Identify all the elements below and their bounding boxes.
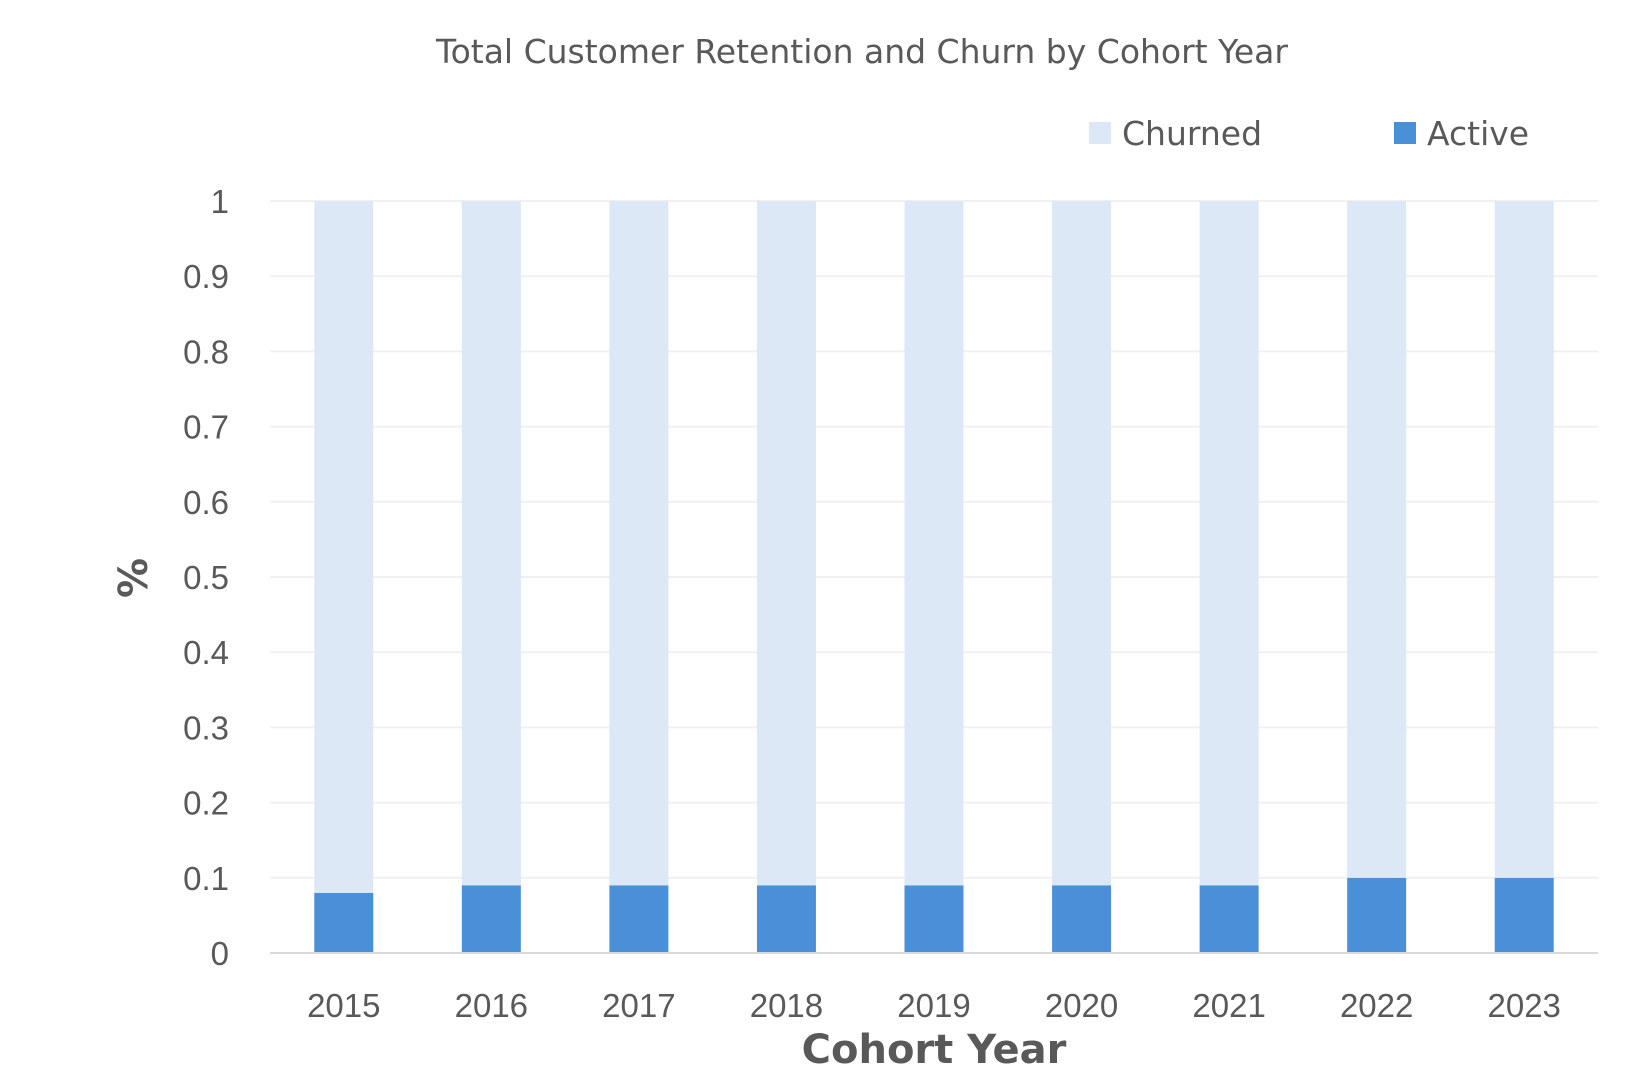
bar-churned-2016 [461, 201, 521, 886]
y-tick-label: 0.7 [183, 409, 229, 446]
y-tick-label: 0.5 [183, 559, 229, 596]
y-tick-label: 0.8 [183, 333, 229, 370]
bar-churned-2017 [609, 201, 669, 886]
bars [314, 201, 1554, 953]
bar-churned-2018 [756, 201, 816, 886]
bar-churned-2023 [1494, 201, 1554, 878]
legend-label-churned: Churned [1122, 114, 1262, 153]
bar-churned-2020 [1052, 201, 1112, 886]
bar-active-2023 [1494, 877, 1554, 953]
x-axis-title: Cohort Year [802, 1027, 1067, 1073]
x-tick-label: 2023 [1488, 987, 1561, 1024]
bar-active-2016 [461, 885, 521, 953]
bar-active-2017 [609, 885, 669, 953]
bar-churned-2015 [314, 201, 374, 893]
bar-churned-2022 [1347, 201, 1407, 878]
y-tick-label: 0 [211, 935, 229, 972]
y-tick-label: 0.6 [183, 484, 229, 521]
y-tick-label: 0.2 [183, 785, 229, 822]
bar-active-2015 [314, 892, 374, 953]
x-tick-label: 2016 [455, 987, 528, 1024]
x-tick-label: 2020 [1045, 987, 1118, 1024]
y-tick-label: 1 [211, 183, 229, 220]
x-tick-label: 2019 [897, 987, 970, 1024]
legend: Churned Active [1089, 114, 1529, 153]
y-tick-label: 0.1 [183, 860, 229, 897]
bar-churned-2019 [904, 201, 964, 886]
bar-active-2022 [1347, 877, 1407, 953]
y-tick-label: 0.9 [183, 258, 229, 295]
legend-label-active: Active [1427, 114, 1529, 153]
bar-churned-2021 [1199, 201, 1259, 886]
bar-active-2020 [1052, 885, 1112, 953]
y-axis-title: % [111, 558, 157, 598]
legend-swatch-active [1394, 122, 1416, 144]
x-tick-label: 2022 [1340, 987, 1413, 1024]
bar-active-2019 [904, 885, 964, 953]
x-tick-label: 2018 [750, 987, 823, 1024]
x-tick-label: 2017 [602, 987, 675, 1024]
chart-title: Total Customer Retention and Churn by Co… [435, 32, 1288, 71]
x-tick-label: 2015 [307, 987, 380, 1024]
legend-swatch-churned [1089, 122, 1111, 144]
y-tick-label: 0.3 [183, 709, 229, 746]
y-tick-label: 0.4 [183, 634, 229, 671]
axes: 0 0.1 0.2 0.3 0.4 0.5 0.6 0.7 0.8 0.9 1 2015 2016 201… [183, 183, 1598, 1024]
bar-active-2021 [1199, 885, 1259, 953]
x-tick-label: 2021 [1192, 987, 1265, 1024]
bar-active-2018 [756, 885, 816, 953]
